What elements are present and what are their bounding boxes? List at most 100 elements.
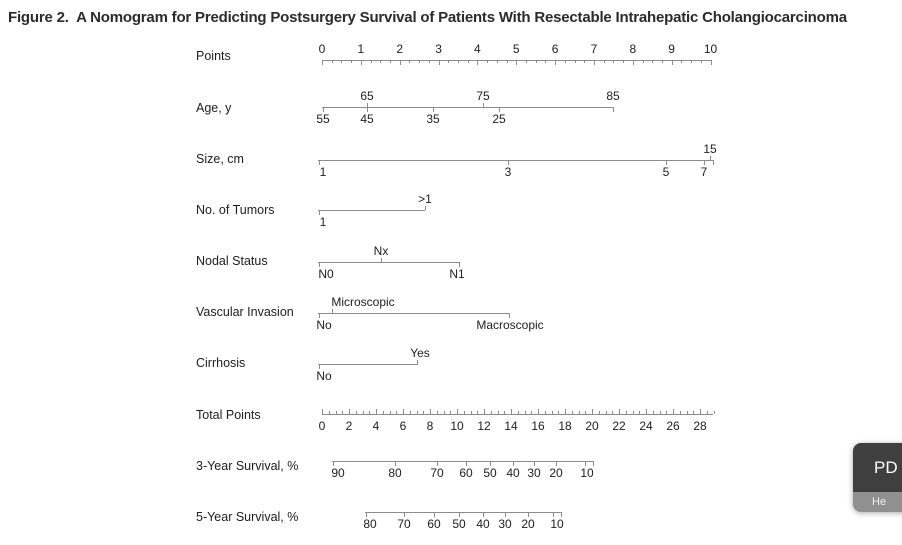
- tick: [319, 262, 320, 267]
- tick-label: 9: [668, 42, 675, 56]
- tick: [437, 461, 438, 466]
- tick-label: 4: [474, 42, 481, 56]
- help-button-label: He: [872, 496, 887, 508]
- row-label: Size, cm: [196, 152, 244, 166]
- tick: [671, 60, 673, 65]
- tick: [713, 160, 714, 165]
- tick: [341, 60, 343, 63]
- tick: [366, 512, 367, 517]
- tick-label: 60: [427, 517, 441, 531]
- tick-label: 2: [396, 42, 404, 56]
- tick: [700, 409, 701, 414]
- tick: [666, 160, 667, 165]
- tick-label: 30: [498, 517, 512, 531]
- tick-label: Nx: [373, 244, 389, 258]
- tick-label: 1: [357, 42, 365, 56]
- tick: [403, 409, 404, 414]
- tick: [642, 60, 644, 63]
- axis-line: [332, 461, 594, 462]
- tick: [319, 160, 320, 165]
- tick: [457, 60, 459, 63]
- tick: [323, 107, 324, 112]
- tick-label: 8: [629, 42, 637, 56]
- tick-label: 6: [551, 42, 559, 56]
- row-label: Nodal Status: [196, 254, 268, 268]
- tick: [370, 60, 372, 63]
- tick-label: 7: [700, 165, 708, 179]
- tick-label: 10: [550, 517, 564, 531]
- tick-label: 50: [483, 466, 497, 480]
- tick: [593, 60, 595, 65]
- tick: [555, 60, 557, 65]
- tick: [545, 60, 547, 63]
- tick: [623, 60, 625, 63]
- tick-label: 16: [531, 419, 545, 433]
- tick: [710, 60, 712, 65]
- tick: [646, 409, 647, 414]
- tick: [511, 409, 512, 414]
- tick: [499, 107, 500, 112]
- tick-label: 25: [492, 112, 506, 126]
- tick: [319, 313, 320, 318]
- tick: [603, 60, 605, 63]
- tick-label: Yes: [410, 346, 430, 360]
- tick: [450, 411, 452, 414]
- tick: [666, 411, 668, 414]
- tick: [395, 461, 396, 466]
- tick: [706, 411, 708, 414]
- tick: [409, 60, 411, 63]
- tick: [463, 411, 465, 414]
- tick-label: 20: [585, 419, 599, 433]
- tick: [661, 60, 663, 63]
- tick-label: 24: [639, 419, 653, 433]
- tick: [605, 411, 607, 414]
- tick-label: 22: [612, 419, 626, 433]
- tick: [564, 60, 566, 63]
- axis-line: [318, 210, 425, 211]
- tick-label: N1: [449, 267, 465, 281]
- tick: [652, 411, 654, 414]
- tick: [425, 205, 426, 210]
- tick: [332, 308, 333, 313]
- tick: [704, 160, 705, 165]
- tick: [438, 60, 440, 65]
- tick: [517, 411, 519, 414]
- tick: [516, 60, 518, 65]
- tick: [335, 411, 337, 414]
- tick: [700, 60, 702, 63]
- tick: [434, 512, 435, 517]
- tick-label: 1: [319, 165, 327, 179]
- tick: [433, 107, 434, 112]
- tick: [490, 461, 491, 466]
- tick: [713, 411, 715, 414]
- row-label: 5-Year Survival, %: [196, 510, 299, 524]
- tick-label: 45: [360, 112, 374, 126]
- tick-label: 35: [426, 112, 440, 126]
- pdf-button[interactable]: PD: [853, 443, 902, 492]
- tick-label: 10: [703, 42, 718, 56]
- row-label: No. of Tumors: [196, 203, 275, 217]
- help-button[interactable]: He: [853, 492, 902, 512]
- tick: [396, 411, 398, 414]
- tick-label: 5: [512, 42, 520, 56]
- tick: [686, 411, 688, 414]
- tick-label: 12: [477, 419, 491, 433]
- tick: [613, 60, 615, 63]
- tick: [369, 411, 371, 414]
- tick-label: 8: [426, 419, 434, 433]
- tick: [632, 60, 634, 65]
- tick: [319, 364, 320, 369]
- tick: [571, 411, 573, 414]
- tick: [381, 257, 382, 262]
- tick: [322, 409, 323, 414]
- tick: [632, 411, 634, 414]
- tick: [681, 60, 683, 63]
- tick: [593, 461, 594, 466]
- tick: [477, 411, 479, 414]
- tick: [417, 359, 418, 364]
- tick-label: Macroscopic: [476, 318, 544, 332]
- row-label: 3-Year Survival, %: [196, 459, 299, 473]
- tick: [443, 411, 445, 414]
- tick: [436, 411, 438, 414]
- tick-label: 10: [580, 466, 594, 480]
